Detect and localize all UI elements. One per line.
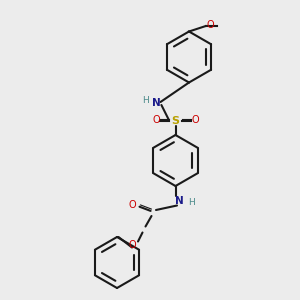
Text: N: N	[152, 98, 160, 109]
Text: O: O	[206, 20, 214, 30]
Text: H: H	[188, 198, 194, 207]
Text: N: N	[175, 196, 184, 206]
Text: S: S	[172, 116, 179, 127]
Text: O: O	[152, 115, 160, 125]
Text: O: O	[129, 239, 136, 250]
Text: O: O	[191, 115, 199, 125]
Text: O: O	[129, 200, 136, 211]
Text: H: H	[142, 96, 149, 105]
